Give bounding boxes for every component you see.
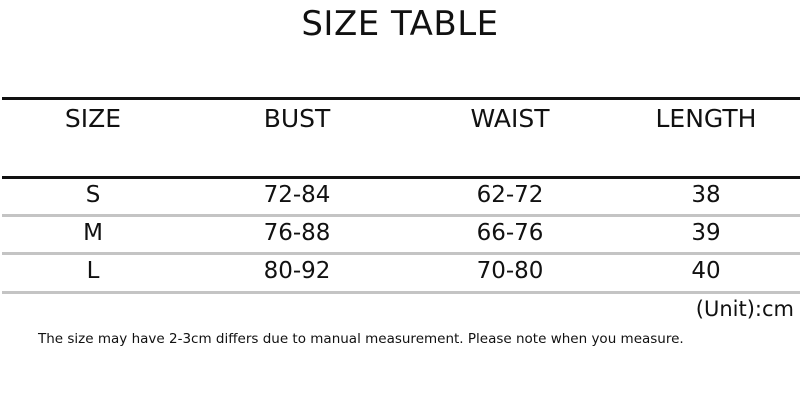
table-bottom-rule — [2, 291, 800, 294]
header-rule — [2, 176, 800, 179]
column-header-waist: WAIST — [470, 104, 550, 133]
row-divider — [2, 252, 800, 255]
page-title: SIZE TABLE — [301, 4, 499, 44]
unit-label: (Unit):cm — [695, 297, 794, 321]
table-cell-waist: 70-80 — [476, 258, 544, 284]
table-cell-length: 39 — [691, 220, 721, 246]
table-cell-waist: 62-72 — [476, 182, 544, 208]
column-header-bust: BUST — [263, 104, 331, 133]
column-header-length: LENGTH — [655, 104, 757, 133]
table-cell-bust: 76-88 — [263, 220, 331, 246]
row-divider — [2, 214, 800, 217]
column-header-size: SIZE — [64, 104, 122, 133]
measurement-note: The size may have 2-3cm differs due to m… — [38, 331, 684, 347]
table-cell-waist: 66-76 — [476, 220, 544, 246]
table-cell-length: 38 — [691, 182, 721, 208]
table-cell-length: 40 — [691, 258, 721, 284]
table-cell-size: M — [83, 220, 103, 246]
table-cell-size: S — [85, 182, 101, 208]
table-cell-bust: 80-92 — [263, 258, 331, 284]
table-top-rule — [2, 97, 800, 100]
table-cell-size: L — [86, 258, 100, 284]
table-cell-bust: 72-84 — [263, 182, 331, 208]
